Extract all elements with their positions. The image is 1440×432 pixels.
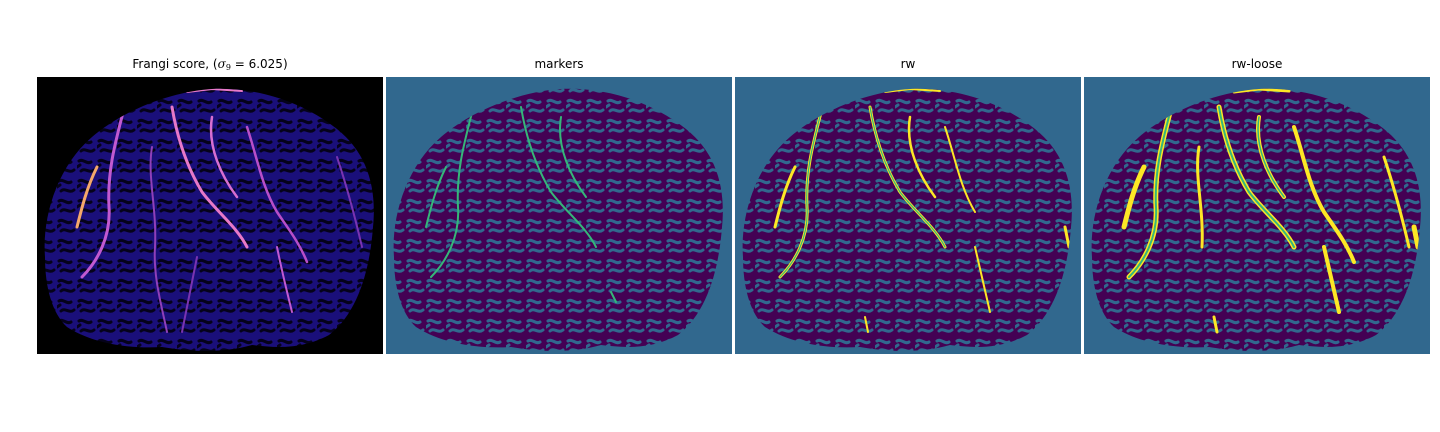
markers-panel-title: markers (534, 57, 584, 71)
sigma-subscript: 9 (225, 63, 231, 72)
frangi-score-image (37, 77, 383, 354)
frangi-title-text: Frangi score, ( (132, 57, 218, 71)
rw-vessels (773, 88, 1071, 333)
frangi-image-svg (37, 77, 383, 354)
rw-image (735, 77, 1081, 354)
frangi-title-value: = 6.025) (230, 57, 288, 71)
markers-image-svg (386, 77, 732, 354)
rw-loose-vessels (1121, 88, 1421, 334)
rw-image-svg (735, 77, 1081, 354)
rw-panel-title: rw (900, 57, 916, 71)
markers-tissue (393, 88, 723, 351)
frangi-tissue (44, 88, 374, 351)
sigma-symbol: σ (217, 57, 226, 71)
frangi-ridges (75, 88, 363, 333)
rw-loose-panel-title: rw-loose (1231, 57, 1283, 71)
rw-loose-image-svg (1084, 77, 1430, 354)
markers-image (386, 77, 732, 354)
rw-tissue (742, 88, 1072, 351)
frangi-panel-title: Frangi score, (σ9 = 6.025) (37, 57, 383, 72)
markers-vessels (425, 96, 617, 303)
rw-loose-image (1084, 77, 1430, 354)
